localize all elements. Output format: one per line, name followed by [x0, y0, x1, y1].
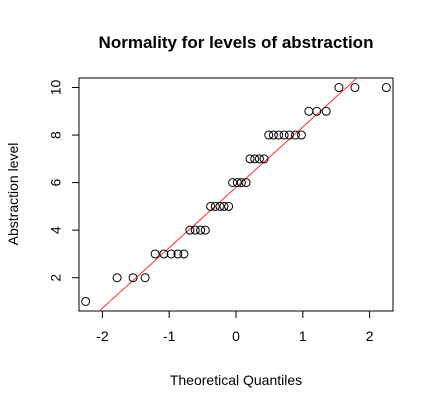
data-point: [236, 178, 246, 188]
y-tick-label: 6: [48, 179, 64, 187]
data-point: [200, 225, 210, 235]
data-point: [250, 154, 260, 164]
data-point: [304, 106, 314, 116]
x-axis: -2 -1 0 1 2: [96, 310, 374, 344]
x-tick-label: 2: [366, 328, 374, 344]
data-point: [150, 249, 160, 259]
data-points: [81, 83, 391, 306]
data-point: [264, 130, 274, 140]
data-point: [215, 201, 225, 211]
data-point: [112, 273, 122, 283]
y-axis: 2 4 6 8 10: [48, 80, 80, 282]
data-point: [254, 154, 264, 164]
data-point: [159, 249, 169, 259]
y-tick-label: 8: [48, 131, 64, 139]
data-point: [274, 130, 284, 140]
data-point: [268, 130, 278, 140]
reference-line-group: [98, 78, 358, 311]
x-tick-label: -1: [163, 328, 176, 344]
data-point: [196, 225, 206, 235]
data-point: [173, 249, 183, 259]
data-point: [259, 154, 269, 164]
x-tick-label: 1: [299, 328, 307, 344]
data-point: [334, 83, 344, 93]
data-point: [179, 249, 189, 259]
data-point: [206, 201, 216, 211]
data-point: [140, 273, 150, 283]
data-point: [241, 178, 251, 188]
x-tick-label: 0: [232, 328, 240, 344]
data-point: [128, 273, 138, 283]
chart-title: Normality for levels of abstraction: [99, 33, 374, 52]
data-point: [279, 130, 289, 140]
data-point: [210, 201, 220, 211]
data-point: [224, 201, 234, 211]
y-tick-label: 4: [48, 226, 64, 234]
qq-reference-line: [98, 78, 358, 311]
data-point: [228, 178, 238, 188]
data-point: [321, 106, 331, 116]
data-point: [185, 225, 195, 235]
data-point: [350, 83, 360, 93]
data-point: [312, 106, 322, 116]
data-point: [245, 154, 255, 164]
x-tick-label: -2: [96, 328, 109, 344]
x-axis-label: Theoretical Quantiles: [170, 372, 302, 388]
data-point: [296, 130, 306, 140]
y-tick-label: 2: [48, 274, 64, 282]
data-point: [190, 225, 200, 235]
data-point: [290, 130, 300, 140]
data-point: [284, 130, 294, 140]
data-point: [381, 83, 391, 93]
data-point: [232, 178, 242, 188]
plot-frame: [78, 77, 394, 312]
y-tick-label: 10: [48, 80, 64, 96]
data-point: [81, 296, 91, 306]
y-axis-label: Abstraction level: [5, 143, 21, 246]
data-point: [166, 249, 176, 259]
data-point: [219, 201, 229, 211]
